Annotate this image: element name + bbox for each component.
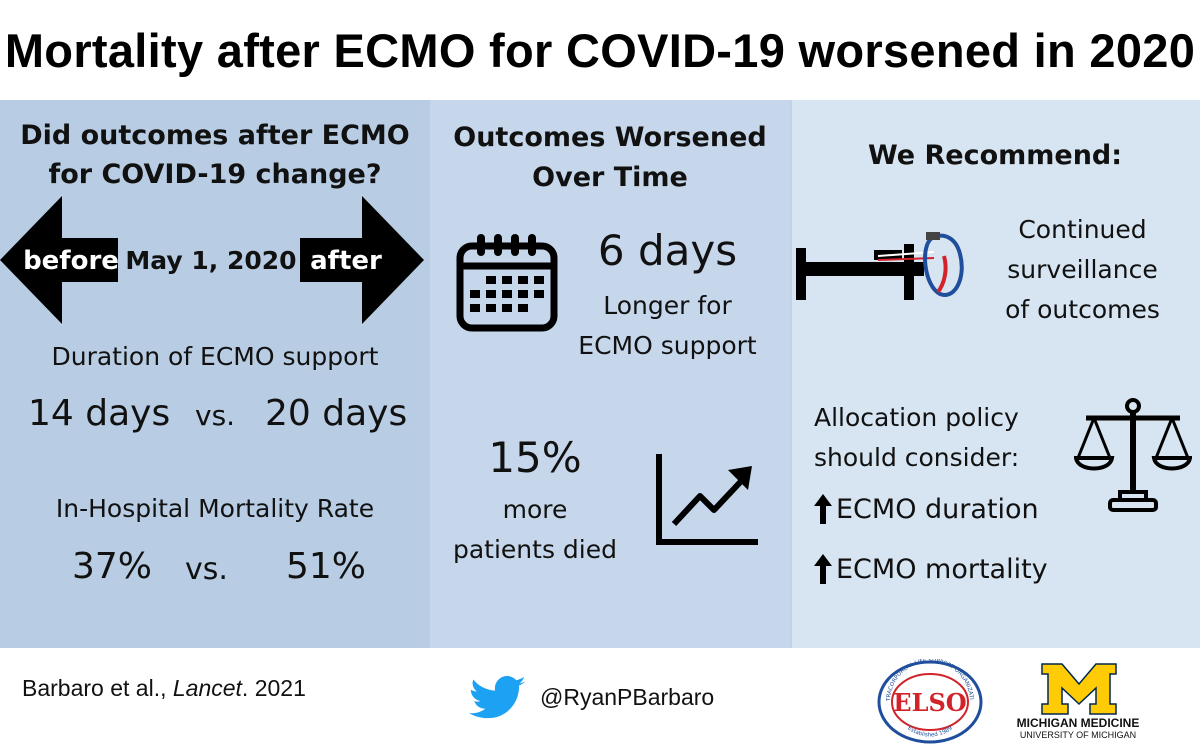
citation: Barbaro et al., Lancet. 2021 bbox=[22, 675, 306, 702]
allocation-text: Allocation policy should consider: bbox=[814, 398, 1019, 478]
surveillance-line2: surveillance bbox=[1007, 255, 1158, 284]
pct-caption: more patients died bbox=[425, 490, 645, 570]
surveillance-line3: of outcomes bbox=[1005, 295, 1160, 324]
mortality-vs: vs. bbox=[185, 552, 228, 587]
date-label: May 1, 2020 bbox=[125, 246, 297, 275]
middle-heading-line1: Outcomes Worsened bbox=[453, 122, 767, 153]
duration-heading: Duration of ECMO support bbox=[51, 342, 379, 371]
right-panel bbox=[790, 100, 1200, 648]
up-arrow-icon bbox=[814, 494, 832, 524]
twitter-handle[interactable]: @RyanPBarbaro bbox=[540, 684, 715, 710]
middle-panel bbox=[430, 100, 790, 648]
mortality-after: 51% bbox=[286, 546, 367, 587]
pct-caption-line1: more bbox=[502, 495, 568, 524]
ecmo-bed-icon bbox=[796, 232, 964, 300]
pct-caption-line2: patients died bbox=[452, 535, 617, 564]
michigan-medicine-university: UNIVERSITY OF MICHIGAN bbox=[1019, 730, 1137, 740]
trend-up-chart-icon bbox=[656, 454, 758, 545]
allocation-line2: should consider: bbox=[814, 443, 1020, 472]
before-after-arrows bbox=[0, 196, 424, 324]
elso-logo: EXTRACORPOREAL LIFE SUPPORT ORGANIZATION… bbox=[876, 659, 983, 744]
surveillance-text: Continued surveillance of outcomes bbox=[990, 210, 1175, 330]
middle-heading-line2: Over Time bbox=[532, 162, 688, 193]
duration-vs: vs. bbox=[195, 399, 236, 432]
pct-value: 15% bbox=[488, 433, 582, 482]
right-arrow-icon bbox=[300, 196, 424, 324]
after-label: after bbox=[310, 246, 382, 276]
consider-item-duration: ECMO duration bbox=[814, 490, 1039, 530]
allocation-line1: Allocation policy bbox=[814, 403, 1019, 432]
question-heading: Did outcomes after ECMO for COVID-19 cha… bbox=[0, 116, 430, 194]
duration-after: 20 days bbox=[265, 393, 408, 434]
citation-journal: Lancet bbox=[172, 675, 242, 701]
left-panel bbox=[0, 100, 430, 648]
page-title: Mortality after ECMO for COVID-19 worsen… bbox=[4, 23, 1196, 77]
question-text: Did outcomes after ECMO for COVID-19 cha… bbox=[20, 120, 410, 190]
consider-item-mortality: ECMO mortality bbox=[814, 550, 1048, 590]
days-caption-line1: Longer for bbox=[603, 291, 732, 320]
surveillance-line1: Continued bbox=[1018, 215, 1147, 244]
up-arrow-icon bbox=[814, 554, 832, 584]
elso-letters: ELSO bbox=[893, 688, 966, 717]
calendar-icon bbox=[456, 234, 558, 332]
duration-before: 14 days bbox=[28, 393, 171, 434]
recommend-heading: We Recommend: bbox=[867, 140, 1123, 171]
citation-year: . 2021 bbox=[241, 675, 306, 701]
before-label: before bbox=[23, 246, 119, 276]
citation-authors: Barbaro et al., bbox=[22, 675, 173, 701]
middle-heading: Outcomes Worsened Over Time bbox=[430, 118, 790, 198]
consider-item-mortality-label: ECMO mortality bbox=[836, 554, 1048, 585]
mortality-heading: In-Hospital Mortality Rate bbox=[55, 494, 375, 523]
mortality-before: 37% bbox=[72, 546, 153, 587]
consider-item-duration-label: ECMO duration bbox=[836, 494, 1039, 525]
michigan-medicine-wordmark: MICHIGAN MEDICINE UNIVERSITY OF MICHIGAN bbox=[1008, 716, 1148, 741]
days-caption: Longer for ECMO support bbox=[555, 286, 780, 366]
left-arrow-icon bbox=[0, 196, 118, 324]
balance-scale-icon bbox=[1074, 398, 1192, 512]
days-value: 6 days bbox=[597, 226, 738, 275]
michigan-block-m-logo bbox=[1041, 663, 1117, 715]
days-caption-line2: ECMO support bbox=[578, 331, 757, 360]
twitter-bird-icon bbox=[469, 676, 526, 719]
michigan-medicine-name: MICHIGAN MEDICINE bbox=[1016, 716, 1140, 730]
